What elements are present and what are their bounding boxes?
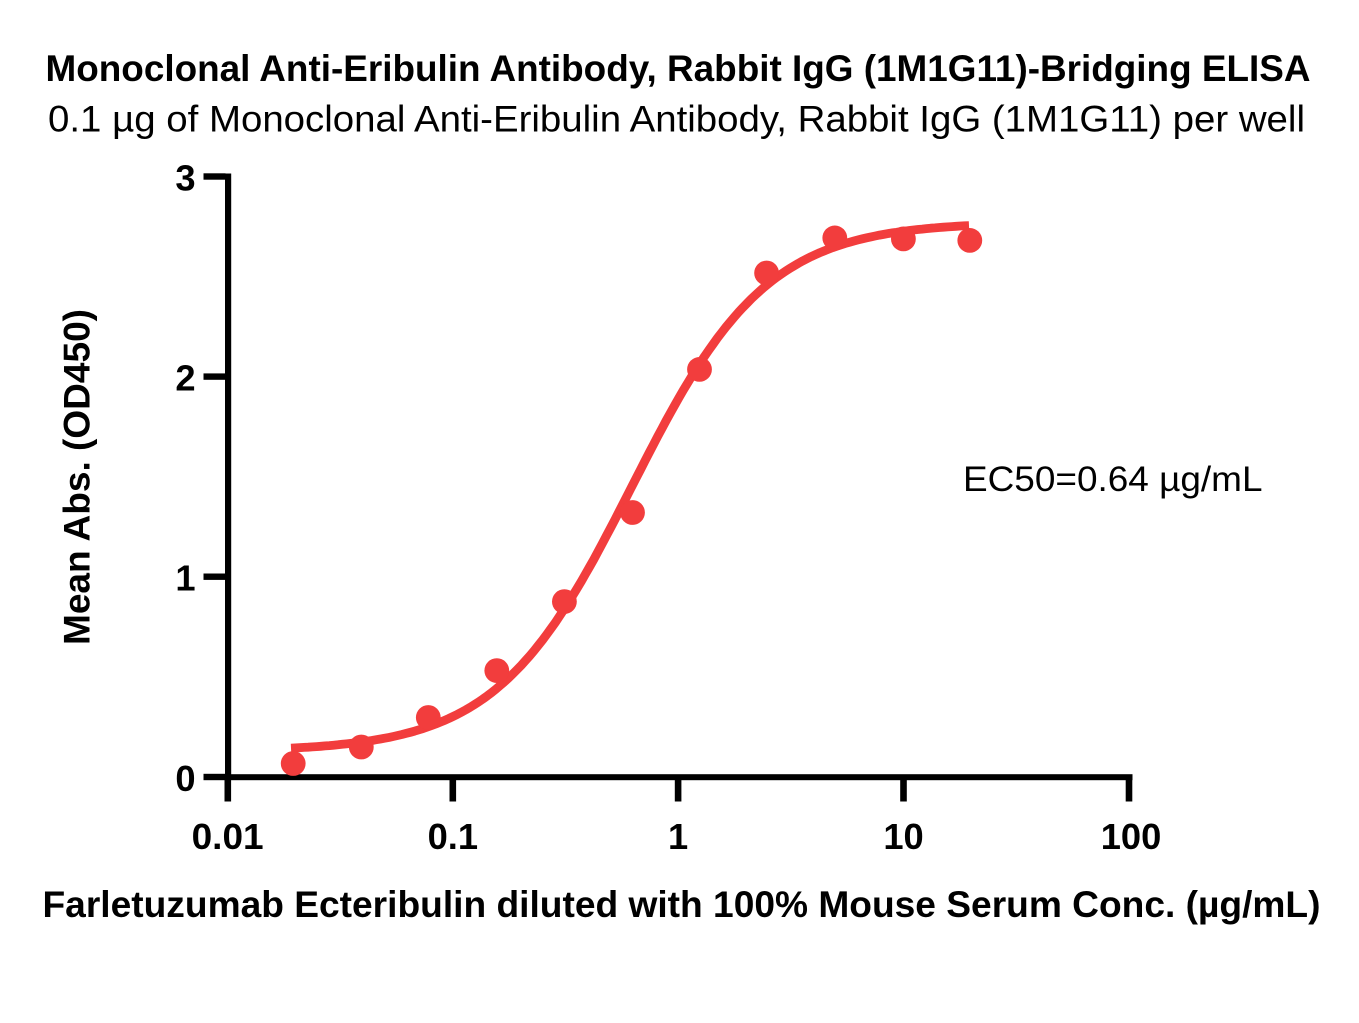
svg-text:1: 1 [175,558,195,599]
svg-text:2: 2 [175,358,195,399]
svg-text:10: 10 [883,816,923,857]
svg-text:1: 1 [668,816,688,857]
svg-text:EC50=0.64 µg/mL: EC50=0.64 µg/mL [963,459,1263,499]
svg-text:0.1 µg of Monoclonal Anti-Erib: 0.1 µg of Monoclonal Anti-Eribulin Antib… [48,99,1305,140]
svg-text:0: 0 [175,758,195,799]
svg-text:Mean Abs. (OD450): Mean Abs. (OD450) [57,309,98,645]
svg-text:0.01: 0.01 [192,816,264,857]
svg-text:Monoclonal Anti-Eribulin Antib: Monoclonal Anti-Eribulin Antibody, Rabbi… [46,48,1311,89]
svg-text:Farletuzumab Ecteribulin dilut: Farletuzumab Ecteribulin diluted with 10… [43,884,1321,925]
svg-text:100: 100 [1101,816,1162,857]
svg-text:3: 3 [175,158,195,199]
svg-text:0.1: 0.1 [428,816,478,857]
